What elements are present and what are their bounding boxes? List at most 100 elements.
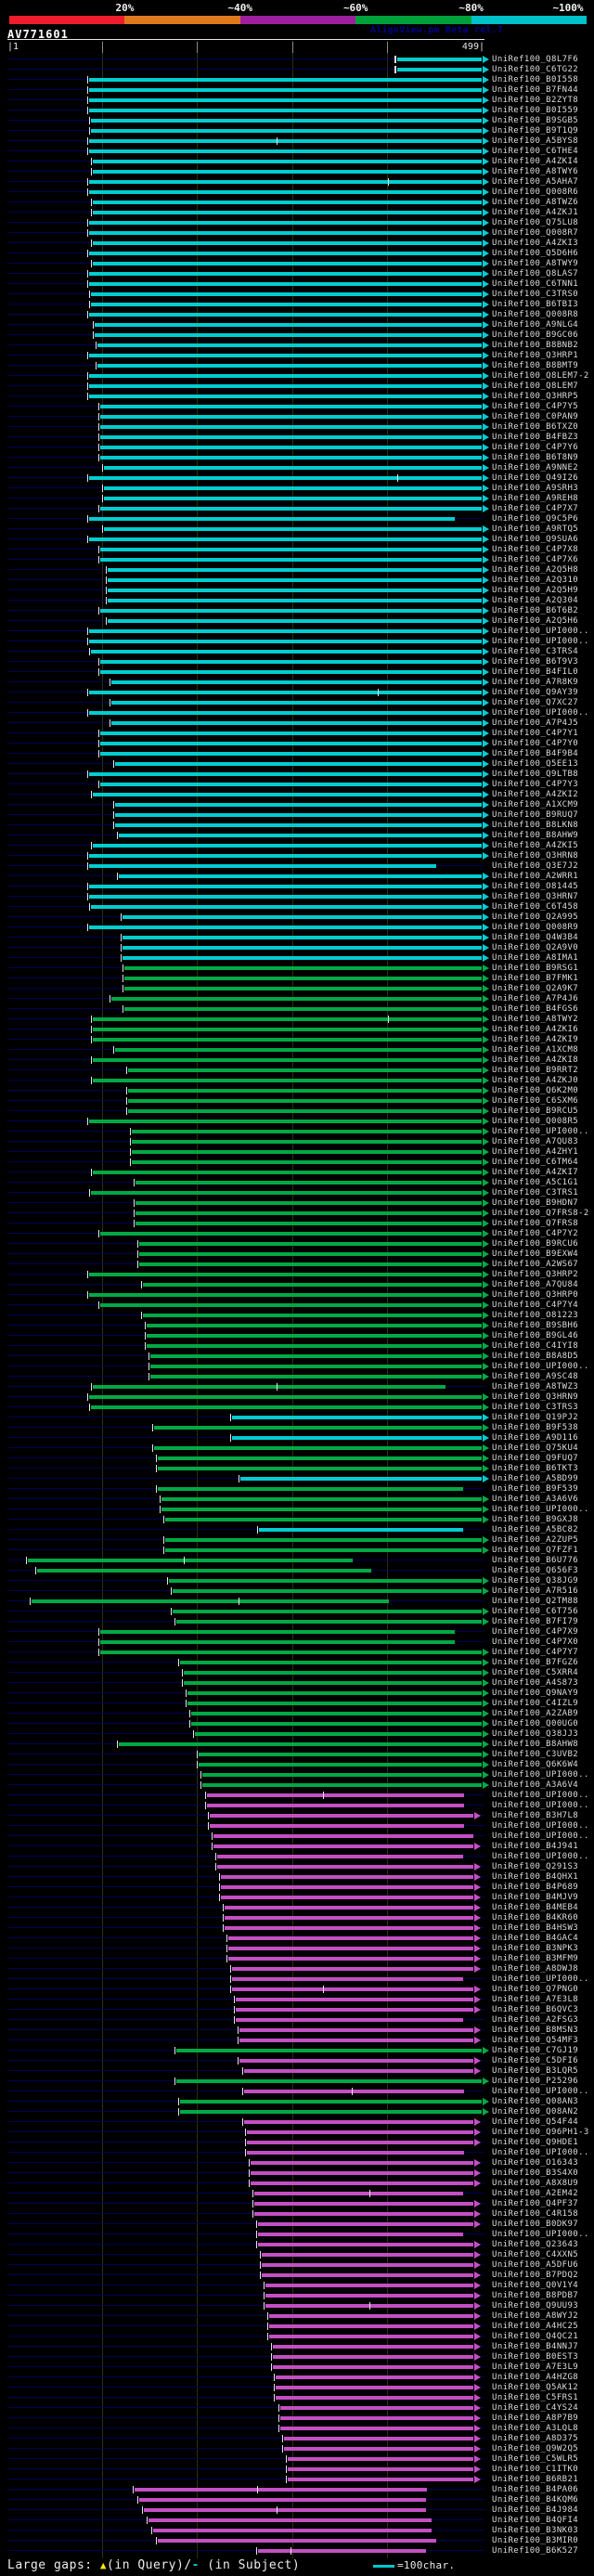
alignment-bar[interactable] <box>93 262 482 265</box>
alignment-bar[interactable] <box>27 1559 354 1562</box>
hit-label[interactable]: UniRef100_C5DFI6 <box>492 2056 579 2065</box>
alignment-bar[interactable] <box>265 2294 473 2298</box>
hit-label[interactable]: UniRef100_B8BNB2 <box>492 341 579 350</box>
alignment-bar[interactable] <box>228 1947 473 1950</box>
alignment-bar[interactable] <box>103 527 482 531</box>
alignment-bar[interactable] <box>243 2120 473 2124</box>
alignment-bar[interactable] <box>89 517 456 521</box>
hit-label[interactable]: UniRef100_A4ZKJ0 <box>492 1076 579 1085</box>
hit-label[interactable]: UniRef100_Q4PF37 <box>492 2199 579 2208</box>
hit-label[interactable]: UniRef100_UPI000.. <box>492 1852 589 1861</box>
hit-label[interactable]: UniRef100_B0DK97 <box>492 2220 579 2229</box>
hit-label[interactable]: UniRef100_C4IYI8 <box>492 1341 579 1351</box>
hit-label[interactable]: UniRef100_C5XRR4 <box>492 1668 579 1677</box>
hit-label[interactable]: UniRef100_A7QU83 <box>492 1137 579 1146</box>
hit-label[interactable]: UniRef100_Q008R5 <box>492 1117 579 1126</box>
hit-label[interactable]: UniRef100_C6T756 <box>492 1607 579 1616</box>
hit-label[interactable]: UniRef100_A1XCM9 <box>492 800 579 809</box>
hit-label[interactable]: UniRef100_A9NNE2 <box>492 463 579 472</box>
hit-label[interactable]: UniRef100_B6K527 <box>492 2546 579 2556</box>
hit-label[interactable]: UniRef100_A1XCM8 <box>492 1045 579 1055</box>
hit-label[interactable]: UniRef100_B6TBI3 <box>492 300 579 309</box>
alignment-bar[interactable] <box>135 1222 482 1225</box>
alignment-bar[interactable] <box>206 1793 464 1797</box>
hit-label[interactable]: UniRef100_A5BYS8 <box>492 136 579 146</box>
alignment-bar[interactable] <box>228 1957 473 1961</box>
hit-label[interactable]: UniRef100_B9T1Q9 <box>492 126 579 136</box>
hit-label[interactable]: UniRef100_B7PDQ2 <box>492 2271 579 2280</box>
hit-label[interactable]: UniRef100_B8A8D5 <box>492 1352 579 1361</box>
hit-label[interactable]: UniRef100_C3TRS3 <box>492 1403 579 1412</box>
alignment-bar[interactable] <box>91 905 482 909</box>
alignment-bar[interactable] <box>138 1262 482 1266</box>
alignment-bar[interactable] <box>243 2090 464 2093</box>
alignment-bar[interactable] <box>103 486 482 490</box>
alignment-bar[interactable] <box>89 395 482 398</box>
alignment-bar[interactable] <box>93 1385 446 1389</box>
hit-label[interactable]: UniRef100_Q3HRP0 <box>492 1290 579 1300</box>
alignment-bar[interactable] <box>110 721 482 725</box>
alignment-bar[interactable] <box>158 2539 436 2543</box>
hit-label[interactable]: UniRef100_Q8L7F6 <box>492 55 579 64</box>
hit-label[interactable]: UniRef100_A2WS67 <box>492 1260 579 1269</box>
hit-label[interactable]: UniRef100_C6TM64 <box>492 1158 579 1167</box>
hit-label[interactable]: UniRef100_A7E3L8 <box>492 1995 579 2004</box>
hit-label[interactable]: UniRef100_Q9C5P6 <box>492 514 579 524</box>
hit-label[interactable]: UniRef100_B9SGB5 <box>492 116 579 125</box>
alignment-bar[interactable] <box>114 762 482 766</box>
hit-label[interactable]: UniRef100_Q9HDE1 <box>492 2138 579 2147</box>
hit-label[interactable]: UniRef100_A4ZHY1 <box>492 1147 579 1157</box>
hit-label[interactable]: UniRef100_A8TWZ3 <box>492 1382 579 1392</box>
alignment-bar[interactable] <box>97 343 482 347</box>
alignment-bar[interactable] <box>146 1334 482 1338</box>
alignment-bar[interactable] <box>172 1610 482 1613</box>
hit-label[interactable]: UniRef100_B8MSN3 <box>492 2026 579 2035</box>
hit-label[interactable]: UniRef100_A4ZKI5 <box>492 841 579 850</box>
hit-label[interactable]: UniRef100_UPI000.. <box>492 1770 589 1780</box>
hit-label[interactable]: UniRef100_Q00UG0 <box>492 1719 579 1728</box>
hit-label[interactable]: UniRef100_A2WRR1 <box>492 872 579 881</box>
hit-label[interactable]: UniRef100_Q4W3B4 <box>492 933 579 942</box>
hit-label[interactable]: UniRef100_A8TWZ6 <box>492 198 579 207</box>
alignment-bar[interactable] <box>195 1732 482 1736</box>
hit-label[interactable]: UniRef100_B3S4X0 <box>492 2168 579 2178</box>
alignment-bar[interactable] <box>246 2141 473 2144</box>
hit-label[interactable]: UniRef100_B9F539 <box>492 1484 579 1494</box>
alignment-bar[interactable] <box>89 885 482 888</box>
alignment-bar[interactable] <box>107 599 482 602</box>
hit-label[interactable]: UniRef100_C5WLR5 <box>492 2454 579 2464</box>
alignment-bar[interactable] <box>158 1487 464 1491</box>
hit-label[interactable]: UniRef100_C6TNN1 <box>492 279 579 289</box>
alignment-bar[interactable] <box>99 1640 456 1644</box>
alignment-bar[interactable] <box>99 783 482 786</box>
hit-label[interactable]: UniRef100_Q3HRN9 <box>492 1392 579 1402</box>
hit-label[interactable]: UniRef100_B9RSG1 <box>492 964 579 973</box>
hit-label[interactable]: UniRef100_C4IZL9 <box>492 1699 579 1708</box>
hit-label[interactable]: UniRef100_Q7XC27 <box>492 698 579 707</box>
alignment-bar[interactable] <box>158 1456 482 1460</box>
alignment-bar[interactable] <box>179 2110 482 2114</box>
alignment-bar[interactable] <box>232 1977 464 1981</box>
hit-label[interactable]: UniRef100_A3A6V6 <box>492 1495 579 1504</box>
hit-label[interactable]: UniRef100_B3LQR5 <box>492 2066 579 2076</box>
hit-label[interactable]: UniRef100_Q8LAS7 <box>492 269 579 278</box>
alignment-bar[interactable] <box>276 2375 473 2379</box>
alignment-bar[interactable] <box>132 1150 482 1154</box>
alignment-bar[interactable] <box>89 272 482 276</box>
alignment-bar[interactable] <box>99 548 482 551</box>
hit-label[interactable]: UniRef100_O81445 <box>492 882 579 891</box>
hit-label[interactable]: UniRef100_B3H7L8 <box>492 1811 579 1820</box>
alignment-bar[interactable] <box>265 2284 473 2287</box>
alignment-bar[interactable] <box>169 1579 482 1583</box>
hit-label[interactable]: UniRef100_UPI000.. <box>492 2148 589 2157</box>
hit-label[interactable]: UniRef100_C4P7Y4 <box>492 1301 579 1310</box>
alignment-bar[interactable] <box>236 2018 464 2022</box>
alignment-bar[interactable] <box>232 1436 482 1440</box>
alignment-bar[interactable] <box>119 1742 482 1746</box>
alignment-bar[interactable] <box>253 2192 464 2195</box>
alignment-bar[interactable] <box>91 1191 482 1195</box>
hit-label[interactable]: UniRef100_B9RCU5 <box>492 1107 579 1116</box>
hit-label[interactable]: UniRef100_Q49I26 <box>492 473 579 483</box>
alignment-bar[interactable] <box>93 241 482 245</box>
hit-label[interactable]: UniRef100_C6T458 <box>492 902 579 912</box>
